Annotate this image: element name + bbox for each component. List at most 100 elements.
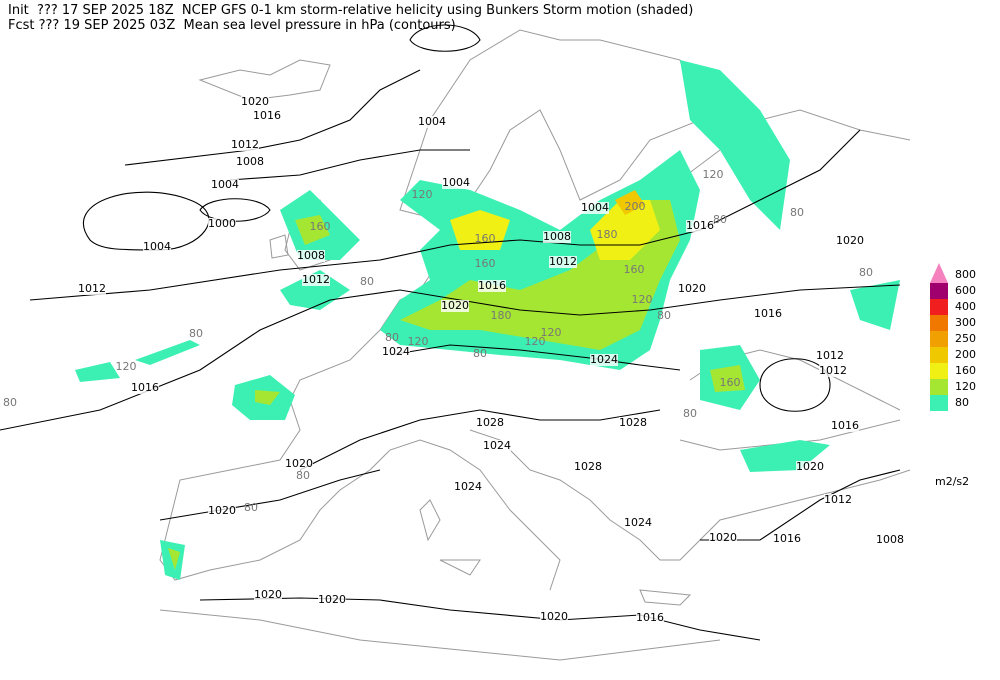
- colorbar-box: [930, 299, 948, 315]
- helicity-label: 120: [632, 293, 653, 306]
- label-bg: [441, 300, 469, 312]
- helicity-label: 160: [475, 232, 496, 245]
- label-bg: [796, 461, 824, 473]
- isobar-label: 1024: [454, 480, 482, 493]
- isobar-label: 1028: [574, 460, 602, 473]
- isobar-label: 1020: [796, 460, 824, 473]
- colorbar-label: 400: [955, 300, 976, 313]
- isobar-label: 1020: [441, 299, 469, 312]
- label-bg: [590, 354, 618, 366]
- helicity-label: 180: [597, 228, 618, 241]
- helicity-label: 200: [625, 200, 646, 213]
- isobar-label: 1016: [686, 219, 714, 232]
- label-bg: [678, 283, 706, 295]
- colorbar-label: 80: [955, 396, 969, 409]
- label-bg: [211, 179, 239, 191]
- label-bg: [476, 417, 504, 429]
- label-bg: [382, 346, 410, 358]
- isobar-label: 1020: [285, 457, 313, 470]
- label-bg: [78, 283, 106, 295]
- helicity-label: 80: [473, 347, 487, 360]
- helicity-label: 160: [475, 257, 496, 270]
- isobar-label: 1016: [253, 109, 281, 122]
- label-bg: [318, 594, 346, 606]
- isobar-label: 1004: [418, 115, 446, 128]
- helicity-label: 80: [790, 206, 804, 219]
- helicity-label: 120: [541, 326, 562, 339]
- label-bg: [208, 218, 236, 230]
- helicity-label: 120: [525, 335, 546, 348]
- colorbar-label: 300: [955, 316, 976, 329]
- isobar-label: 1012: [231, 138, 259, 151]
- isobar-label: 1016: [831, 419, 859, 432]
- label-bg: [236, 156, 264, 168]
- label-bg: [824, 494, 852, 506]
- helicity-label: 80: [859, 266, 873, 279]
- label-bg: [709, 532, 737, 544]
- header-line: Fcst ??? 19 SEP 2025 03Z Mean sea level …: [8, 18, 456, 33]
- isobar-label: 1024: [624, 516, 652, 529]
- isobar-label: 1024: [382, 345, 410, 358]
- colorbar-label: 250: [955, 332, 976, 345]
- isobar-label: 1020: [208, 504, 236, 517]
- label-bg: [876, 534, 904, 546]
- isobar-label: 1004: [143, 240, 171, 253]
- label-bg: [773, 533, 801, 545]
- label-bg: [581, 202, 609, 214]
- isobar-label: 1024: [483, 439, 511, 452]
- isobar-label: 1020: [836, 234, 864, 247]
- helicity-label: 120: [408, 335, 429, 348]
- label-bg: [624, 517, 652, 529]
- label-bg: [131, 382, 159, 394]
- isobar-label: 1008: [876, 533, 904, 546]
- colorbar-label: 120: [955, 380, 976, 393]
- label-bg: [574, 461, 602, 473]
- label-bg: [483, 440, 511, 452]
- colorbar-box: [930, 315, 948, 331]
- label-bg: [418, 116, 446, 128]
- label-bg: [442, 177, 470, 189]
- isobar-label: 1024: [590, 353, 618, 366]
- isobar-label: 1004: [211, 178, 239, 191]
- helicity-label: 180: [491, 309, 512, 322]
- label-bg: [254, 589, 282, 601]
- helicity-label: 120: [412, 188, 433, 201]
- isobar-label: 1020: [540, 610, 568, 623]
- isobar-label: 1028: [476, 416, 504, 429]
- helicity-label: 80: [385, 331, 399, 344]
- isobar-label: 1016: [773, 532, 801, 545]
- isobar-label: 1016: [636, 611, 664, 624]
- helicity-label: 160: [310, 220, 331, 233]
- isobar-label: 1020: [318, 593, 346, 606]
- isobar-label: 1000: [208, 217, 236, 230]
- colorbar-box: [930, 347, 948, 363]
- isobar-label: 1012: [824, 493, 852, 506]
- label-bg: [540, 611, 568, 623]
- isobar-label: 1004: [581, 201, 609, 214]
- isobar-label: 1004: [442, 176, 470, 189]
- helicity-label: 80: [296, 469, 310, 482]
- label-bg: [831, 420, 859, 432]
- label-bg: [636, 612, 664, 624]
- helicity-label: 80: [3, 396, 17, 409]
- colorbar-box: [930, 379, 948, 395]
- colorbar-box: [930, 363, 948, 379]
- helicity-label: 120: [116, 360, 137, 373]
- label-bg: [478, 280, 506, 292]
- isobar-label: 1012: [816, 349, 844, 362]
- helicity-label: 80: [360, 275, 374, 288]
- helicity-label: 120: [703, 168, 724, 181]
- helicity-label: 80: [657, 309, 671, 322]
- isobar-label: 1016: [131, 381, 159, 394]
- isobar-label: 1020: [241, 95, 269, 108]
- label-bg: [241, 96, 269, 108]
- label-bg: [231, 139, 259, 151]
- helicity-label: 80: [683, 407, 697, 420]
- label-bg: [143, 241, 171, 253]
- label-bg: [302, 274, 330, 286]
- isobar-label: 1020: [709, 531, 737, 544]
- isobar-label: 1012: [549, 255, 577, 268]
- label-bg: [836, 235, 864, 247]
- isobar-label: 1012: [78, 282, 106, 295]
